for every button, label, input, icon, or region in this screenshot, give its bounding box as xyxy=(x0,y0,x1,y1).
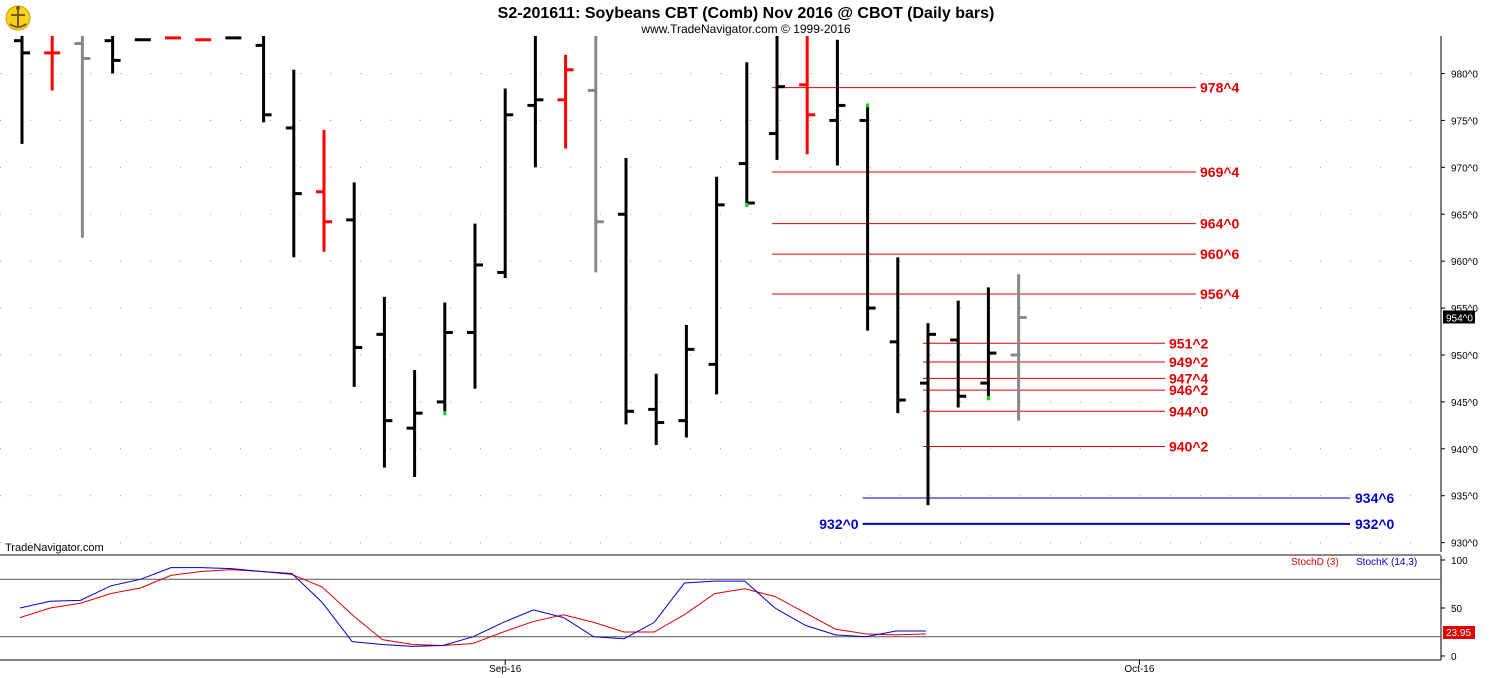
ohlc-bar xyxy=(74,36,91,238)
stoch-last-badge: 23.95 xyxy=(1443,626,1475,639)
last-price-badge: 954^0 xyxy=(1443,310,1475,324)
ohlc-bar xyxy=(376,296,393,468)
price-tick-label: 980^0 xyxy=(1451,70,1478,81)
bar-green-marker xyxy=(745,202,749,207)
ohlc-bar xyxy=(436,302,453,416)
level-label: 944^0 xyxy=(1169,403,1209,419)
ohlc-bar xyxy=(467,223,483,389)
price-tick-label: 960^0 xyxy=(1451,257,1478,268)
ohlc-bar xyxy=(44,36,61,91)
price-tick-label: 955^0 xyxy=(1451,304,1478,315)
stoch-d-line xyxy=(19,569,927,646)
level-label: 932^0 xyxy=(1355,516,1395,532)
ohlc-bar xyxy=(255,36,272,123)
ohlc-bar xyxy=(285,69,302,258)
bar-green-marker xyxy=(866,103,870,108)
chart-title: S2-201611: Soybeans CBT (Comb) Nov 2016 … xyxy=(498,5,995,22)
level-label: 978^4 xyxy=(1200,80,1240,96)
price-plot-area xyxy=(0,36,1441,552)
stoch-axis-ticks: 100 50 0 xyxy=(1441,556,1468,663)
ohlc-bar xyxy=(859,103,876,331)
price-tick-label: 965^0 xyxy=(1451,210,1478,221)
last-price-label: 954^0 xyxy=(1446,313,1473,324)
price-tick-label: 975^0 xyxy=(1451,116,1478,127)
ohlc-bar xyxy=(316,129,332,252)
ohlc-bar xyxy=(497,88,514,279)
level-label: 934^6 xyxy=(1355,490,1395,506)
ohlc-bar xyxy=(346,182,363,387)
ohlc-bar xyxy=(920,323,936,506)
stoch-guides xyxy=(0,578,1441,638)
stoch-tick-label: 50 xyxy=(1451,604,1463,615)
ohlc-bar xyxy=(829,39,846,166)
price-tick-label: 945^0 xyxy=(1451,398,1478,409)
level-label: 951^2 xyxy=(1169,335,1209,351)
price-tick-label: 970^0 xyxy=(1451,163,1478,174)
ohlc-bar xyxy=(557,54,574,149)
stochastic-panel: 100 50 0 StochD (3) StochK (14,3) 23.95 xyxy=(0,556,1475,663)
level-label: 969^4 xyxy=(1200,164,1240,180)
ohlc-bar xyxy=(678,324,695,438)
level-label: 940^2 xyxy=(1169,438,1209,454)
price-tick-label: 930^0 xyxy=(1451,539,1478,550)
ohlc-bar xyxy=(980,287,997,401)
ohlc-bar xyxy=(648,373,665,446)
stoch-tick-label: 100 xyxy=(1451,556,1468,567)
price-levels: 978^4 969^4 964^0 960^6 956^4 951^2 949^2947^4… xyxy=(772,80,1395,532)
price-tick-label: 950^0 xyxy=(1451,351,1478,362)
ohlc-bar xyxy=(738,62,755,207)
price-tick-label: 940^0 xyxy=(1451,445,1478,456)
bar-green-marker xyxy=(986,396,990,401)
legend-stoch-k: StochK (14,3) xyxy=(1356,557,1417,568)
x-axis-labels: Sep-16 Oct-16 xyxy=(489,660,1155,675)
price-axis-ticks: 980^0 975^0 970^0 965^0 960^0 955^0 950^0 945^0… xyxy=(1441,70,1478,550)
ohlc-bar xyxy=(406,369,423,477)
ohlc-bar xyxy=(104,36,121,74)
ohlc-bar xyxy=(587,36,604,273)
ohlc-bars xyxy=(14,36,1027,506)
level-label: 949^2 xyxy=(1169,354,1209,370)
x-tick-label: Oct-16 xyxy=(1124,664,1154,675)
bar-green-marker xyxy=(443,411,447,416)
level-label: 964^0 xyxy=(1200,216,1240,232)
trade-navigator-logo-icon xyxy=(5,5,31,31)
stoch-k-line xyxy=(19,567,926,647)
price-grid xyxy=(0,73,1441,544)
legend-stoch-d: StochD (3) xyxy=(1291,557,1339,568)
ohlc-bar xyxy=(1010,274,1027,421)
stoch-tick-label: 0 xyxy=(1451,652,1457,663)
watermark: TradeNavigator.com xyxy=(5,542,104,554)
ohlc-bar xyxy=(769,36,785,160)
level-label: 946^2 xyxy=(1169,382,1209,398)
level-label: 960^6 xyxy=(1200,246,1240,262)
x-tick-label: Sep-16 xyxy=(489,664,522,675)
ohlc-bar xyxy=(799,36,816,155)
ohlc-bar xyxy=(889,257,906,414)
level-label: 956^4 xyxy=(1200,286,1240,302)
chart-subtitle: www.TradeNavigator.com © 1999-2016 xyxy=(640,22,850,36)
ohlc-bar xyxy=(618,157,634,425)
price-panel: 980^0 975^0 970^0 965^0 960^0 955^0 950^0 945^0… xyxy=(0,36,1478,554)
price-tick-label: 935^0 xyxy=(1451,492,1478,503)
ohlc-bar xyxy=(14,36,30,144)
level-label-left: 932^0 xyxy=(819,516,859,532)
ohlc-bar xyxy=(950,300,967,408)
ohlc-bar xyxy=(708,176,725,395)
ohlc-bar xyxy=(527,36,544,168)
stoch-last-value: 23.95 xyxy=(1446,628,1471,639)
level-label: 947^4 xyxy=(1169,370,1209,386)
